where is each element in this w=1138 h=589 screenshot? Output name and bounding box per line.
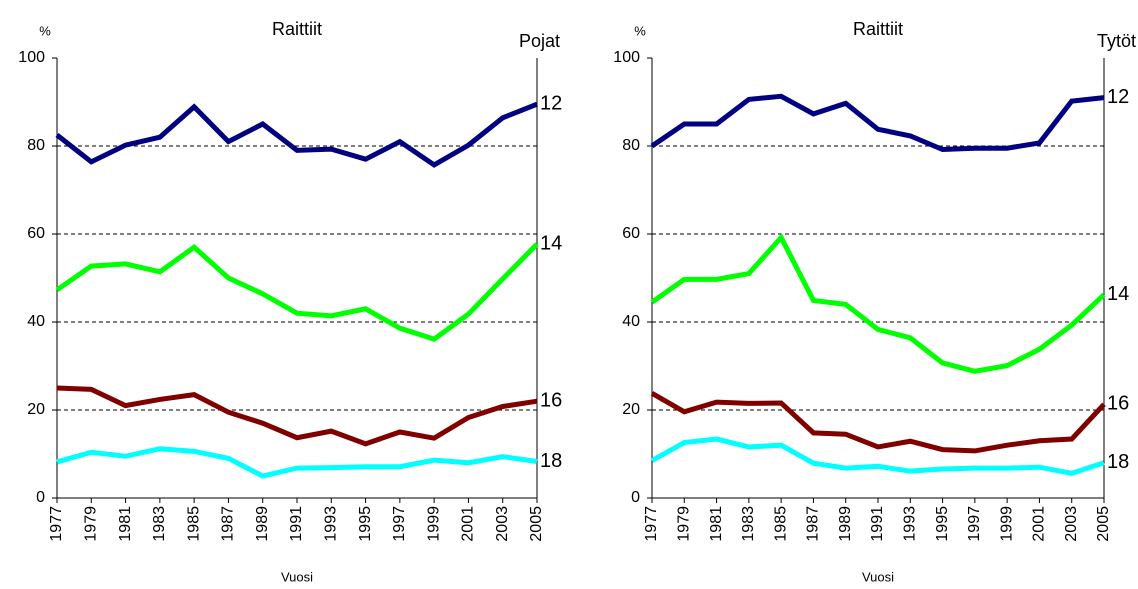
panel-label: Pojat	[519, 31, 560, 51]
x-tick-label: 1983	[151, 506, 168, 542]
series-line	[55, 101, 538, 168]
x-tick-label: 1989	[254, 506, 271, 542]
x-tick-label: 1993	[902, 506, 919, 542]
series-line	[55, 242, 539, 342]
y-tick-label: 0	[36, 489, 45, 506]
series-label: 14	[1107, 283, 1129, 305]
x-tick-label: 2003	[494, 506, 511, 542]
series-line	[650, 93, 1105, 153]
y-tick-label: 80	[622, 137, 640, 154]
y-axis-label: %	[39, 23, 51, 38]
y-tick-label: 80	[27, 137, 45, 154]
y-tick-label: 0	[631, 489, 640, 506]
x-tick-label: 1981	[708, 506, 725, 542]
series-label: 18	[540, 450, 562, 472]
x-tick-label: 2005	[1095, 506, 1112, 542]
series-label: 16	[540, 389, 562, 411]
x-tick-label: 1977	[643, 506, 660, 542]
y-tick-label: 40	[27, 313, 45, 330]
x-tick-label: 1991	[869, 506, 886, 542]
y-tick-label: 60	[27, 225, 45, 242]
x-tick-label: 1997	[966, 506, 983, 542]
series-label: 18	[1107, 451, 1129, 473]
y-tick-label: 20	[622, 401, 640, 418]
series-line	[56, 385, 538, 447]
y-tick-label: 100	[613, 49, 640, 66]
x-tick-label: 1991	[288, 506, 305, 542]
panel-label: Tytöt	[1097, 31, 1136, 51]
x-tick-label: 1995	[934, 506, 951, 542]
x-tick-label: 1987	[220, 506, 237, 542]
x-axis-label: Vuosi	[281, 569, 313, 584]
x-axis-label: Vuosi	[862, 569, 894, 584]
x-tick-label: 1997	[391, 506, 408, 542]
series-label: 14	[540, 232, 562, 254]
series-line	[650, 233, 1106, 374]
x-tick-label: 1995	[357, 506, 374, 542]
series-line	[56, 446, 538, 479]
series-label: 12	[540, 92, 562, 114]
x-tick-label: 1993	[323, 506, 340, 542]
chart-title: Raittiit	[272, 19, 322, 39]
x-tick-label: 1999	[425, 506, 442, 542]
series-label: 16	[1107, 393, 1129, 415]
y-tick-label: 20	[27, 401, 45, 418]
y-tick-label: 40	[622, 313, 640, 330]
x-tick-label: 1979	[83, 506, 100, 542]
x-tick-label: 1983	[740, 506, 757, 542]
x-tick-label: 1989	[837, 506, 854, 542]
x-tick-label: 2005	[528, 506, 545, 542]
x-tick-label: 2003	[1063, 506, 1080, 542]
x-tick-label: 1985	[185, 506, 202, 542]
x-tick-label: 1981	[117, 506, 134, 542]
x-tick-label: 2001	[1031, 506, 1048, 542]
x-tick-label: 1987	[805, 506, 822, 542]
x-tick-label: 2001	[460, 506, 477, 542]
y-axis-label: %	[634, 23, 646, 38]
x-tick-label: 1977	[48, 506, 65, 542]
series-label: 12	[1107, 86, 1129, 108]
chart-title: Raittiit	[853, 19, 903, 39]
x-tick-label: 1999	[998, 506, 1015, 542]
y-tick-label: 100	[18, 49, 45, 66]
x-tick-label: 1985	[772, 506, 789, 542]
y-tick-label: 60	[622, 225, 640, 242]
series-line	[650, 391, 1106, 454]
series-line	[650, 436, 1105, 476]
x-tick-label: 1979	[676, 506, 693, 542]
